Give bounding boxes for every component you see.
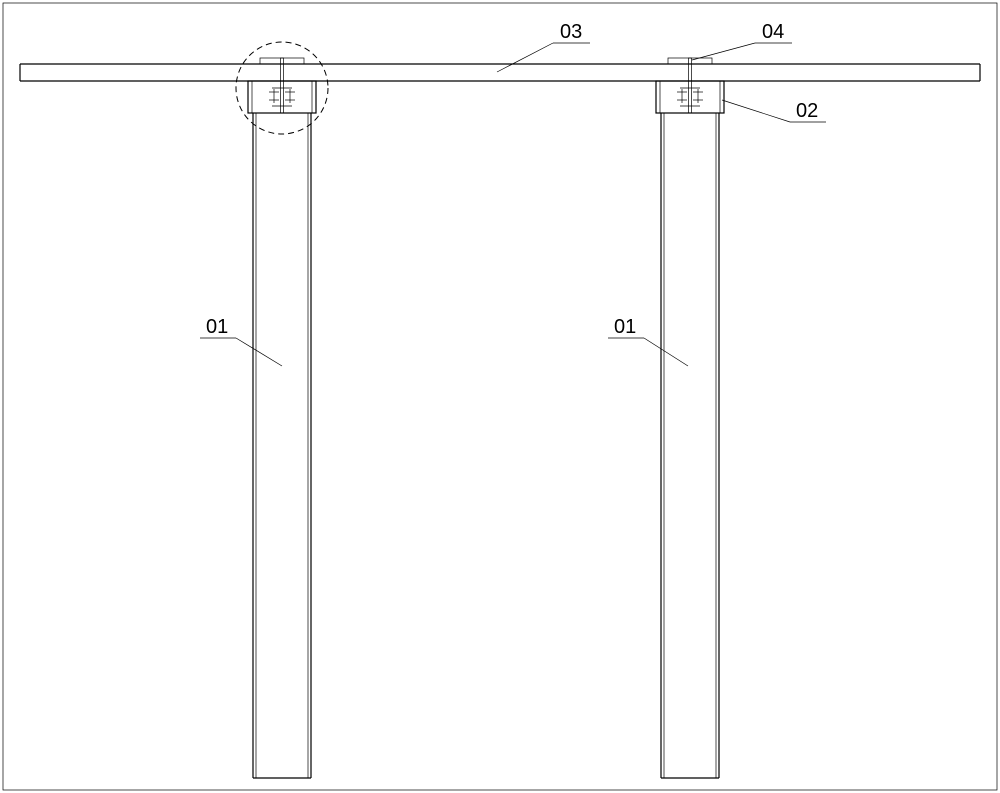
label-text-03: 03 — [560, 21, 582, 43]
label-text-04: 04 — [762, 21, 784, 43]
engineering-diagram: 03 04 02 01 01 — [0, 0, 1000, 793]
label-text-02: 02 — [796, 100, 818, 122]
column-01-right — [661, 113, 719, 778]
label-04: 04 — [692, 21, 792, 60]
label-01L: 01 — [200, 316, 282, 366]
cap-assembly-right — [656, 58, 724, 113]
label-01R: 01 — [608, 316, 688, 366]
column-01-left — [253, 113, 311, 778]
labels: 03 04 02 01 01 — [200, 21, 826, 366]
label-text-01L: 01 — [206, 316, 228, 338]
cap-assembly-left — [248, 58, 316, 113]
label-text-01R: 01 — [614, 316, 636, 338]
beam-03 — [20, 64, 980, 81]
label-02: 02 — [722, 100, 826, 122]
sheet-border — [3, 3, 997, 790]
